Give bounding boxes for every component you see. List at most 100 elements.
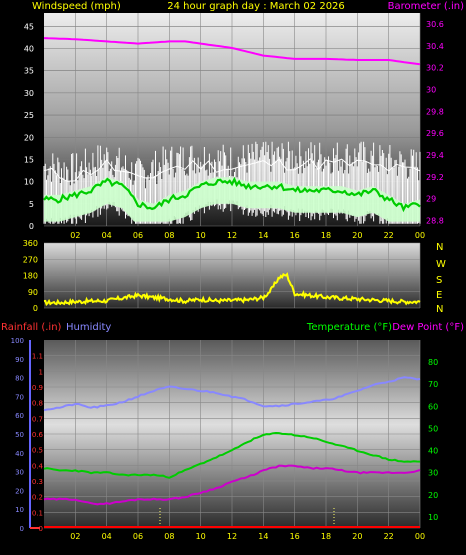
rainfall-tick-label: 0.3	[32, 478, 43, 486]
barometer-tick-label: 30	[426, 85, 436, 94]
wind-average-line	[43, 176, 421, 213]
wind-x-tick-label: 00	[415, 231, 425, 240]
rainfall-tick-label: 1.1	[32, 353, 43, 361]
humidity-tick-label: 90	[15, 356, 24, 364]
barometer-line	[43, 37, 421, 66]
direction-tick-label: 90	[28, 288, 38, 297]
direction-tick-label: 270	[23, 255, 38, 264]
climate-x-tick-label: 14	[258, 532, 268, 541]
climate-x-tick-label: 12	[227, 532, 237, 541]
barometer-tick-label: 28.8	[426, 217, 444, 226]
barometer-tick-label: 29.6	[426, 129, 444, 138]
wind-left-axis: 0 5 10 15 20 25 30 35 40 45	[24, 22, 34, 231]
climate-x-tick-label: 00	[415, 532, 425, 541]
temperature-tick-label: 10	[428, 513, 438, 522]
climate-x-tick-label: 16	[290, 532, 300, 541]
wind-tick-label: 5	[29, 200, 34, 209]
wind-tick-label: 25	[24, 111, 34, 120]
wind-x-tick-label: 04	[102, 231, 112, 240]
wind-x-tick-label: 18	[321, 231, 331, 240]
humidity-line	[43, 376, 421, 412]
wind-tick-label: 15	[24, 155, 34, 164]
rainfall-tick-label: 0.2	[32, 494, 43, 502]
wind-tick-label: 10	[24, 178, 34, 187]
humidity-tick-label: 40	[15, 450, 24, 458]
direction-tick-label: 360	[23, 239, 38, 248]
humidity-tick-label: 100	[11, 337, 24, 345]
humidity-label: Humidity	[66, 322, 111, 333]
barometer-tick-label: 29	[426, 195, 436, 204]
wind-x-tick-label: 08	[164, 231, 174, 240]
climate-x-tick-label: 06	[133, 532, 143, 541]
climate-x-tick-label: 02	[70, 532, 80, 541]
wind-tick-label: 35	[24, 67, 34, 76]
humidity-axis: 0 10 20 30 40 50 60 70 80 90 100	[11, 337, 24, 533]
rainfall-tick-label: 0.5	[32, 447, 43, 455]
rainfall-tick-label: 0.8	[32, 400, 43, 408]
climate-x-tick-label: 04	[102, 532, 112, 541]
barometer-tick-label: 30.4	[426, 42, 444, 51]
wind-x-tick-label: 02	[70, 231, 80, 240]
climate-x-tick-label: 18	[321, 532, 331, 541]
wind-tick-label: 40	[24, 45, 34, 54]
temperature-tick-label: 30	[428, 469, 438, 478]
compass-label: W	[436, 259, 446, 270]
climate-x-tick-label: 20	[352, 532, 362, 541]
rainfall-tick-label: 0.1	[32, 509, 43, 517]
temperature-axis: 10 20 30 40 50 60 70 80	[428, 358, 438, 522]
wind-x-tick-label: 06	[133, 231, 143, 240]
wind-gust-line	[43, 158, 421, 182]
wind-x-axis: 02 04 06 08 10 12 14 16 18 20 22 00	[70, 231, 425, 240]
barometer-tick-label: 30.6	[426, 20, 444, 29]
wind-tick-label: 30	[24, 89, 34, 98]
windspeed-label: Windspeed (mph)	[32, 1, 121, 12]
compass-label: E	[436, 290, 442, 301]
wind-tick-label: 0	[29, 222, 34, 231]
temperature-tick-label: 80	[428, 358, 438, 367]
rainfall-tick-label: 0.6	[32, 431, 44, 439]
compass-label: S	[436, 275, 442, 286]
wind-x-tick-label: 20	[352, 231, 362, 240]
humidity-tick-label: 60	[15, 412, 24, 420]
dewpoint-label: Dew Point (°F)	[392, 322, 464, 333]
rainfall-tick-label: 0	[39, 525, 43, 533]
climate-x-tick-label: 22	[384, 532, 394, 541]
temperature-tick-label: 60	[428, 402, 438, 411]
rainfall-tick-label: 0.7	[32, 415, 43, 423]
temperature-tick-label: 20	[428, 491, 438, 500]
temperature-label: Temperature (°F)	[306, 322, 392, 333]
rainfall-axis: 0 0.1 0.2 0.3 0.4 0.5 0.6 0.7 0.8 0.9 1 1.1	[32, 353, 44, 533]
temperature-tick-label: 40	[428, 447, 438, 456]
humidity-tick-label: 70	[15, 393, 24, 401]
humidity-tick-label: 30	[15, 469, 24, 477]
rainfall-tick-label: 0.4	[32, 462, 44, 470]
temperature-line	[43, 431, 421, 479]
climate-x-tick-label: 10	[196, 532, 206, 541]
barometer-right-axis: 28.8 29 29.2 29.4 29.6 29.8 30 30.2 30.4 30.6	[426, 20, 444, 226]
direction-left-axis: 0 90 180 270 360	[23, 239, 38, 313]
barometer-tick-label: 30.2	[426, 64, 444, 73]
wind-x-tick-label: 16	[290, 231, 300, 240]
graph-title: 24 hour graph day : March 02 2026	[167, 1, 345, 12]
wind-x-tick-label: 14	[258, 231, 268, 240]
climate-grid	[44, 340, 421, 529]
barometer-label: Barometer (.in)	[388, 1, 464, 12]
temperature-tick-label: 70	[428, 380, 438, 389]
wind-tick-label: 45	[24, 22, 34, 31]
humidity-tick-label: 20	[15, 487, 24, 495]
temperature-tick-label: 50	[428, 424, 438, 433]
wind-x-tick-label: 22	[384, 231, 394, 240]
climate-x-axis: 02 04 06 08 10 12 14 16 18 20 22 00	[70, 532, 425, 541]
wind-x-tick-label: 10	[196, 231, 206, 240]
compass-label: N	[436, 304, 443, 315]
humidity-tick-label: 0	[20, 525, 24, 533]
direction-tick-label: 180	[23, 272, 38, 281]
direction-tick-label: 0	[33, 304, 38, 313]
barometer-tick-label: 29.8	[426, 107, 444, 116]
humidity-tick-label: 80	[15, 375, 24, 383]
wind-tick-label: 20	[24, 133, 34, 142]
compass-label: N	[436, 242, 443, 253]
